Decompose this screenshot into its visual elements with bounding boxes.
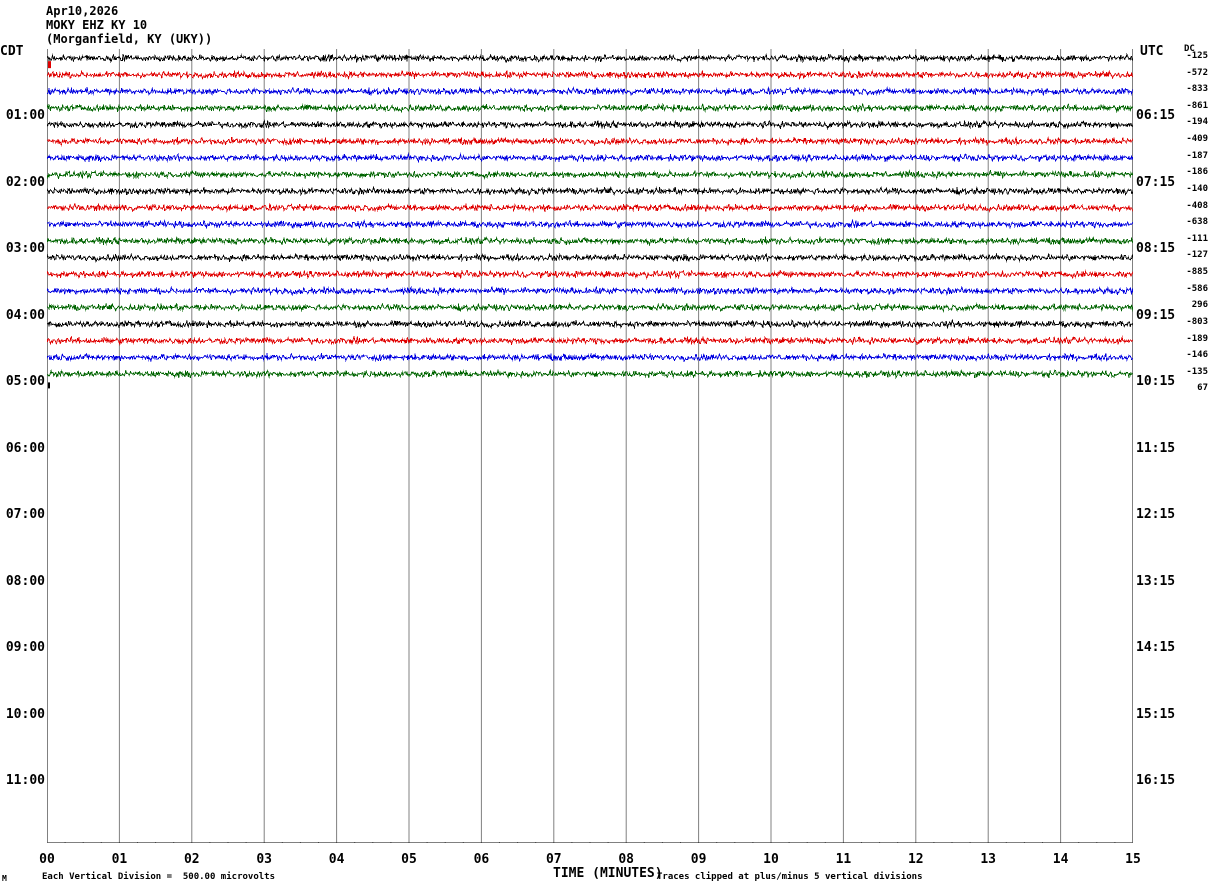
seismic-trace [47, 302, 1133, 313]
left-time-label: 10:00 [5, 706, 45, 722]
seismic-trace [47, 136, 1133, 147]
dc-value: -189 [1186, 333, 1208, 344]
x-tick-label: 06 [473, 852, 490, 867]
seismic-trace [47, 169, 1133, 180]
right-time-label: 11:15 [1136, 440, 1176, 456]
x-tick-label: 02 [183, 852, 200, 867]
dc-value: -586 [1186, 283, 1208, 294]
x-tick-label: 01 [111, 852, 128, 867]
left-time-label: 02:00 [5, 174, 45, 190]
seismic-trace [47, 352, 1133, 363]
left-time-label: 04:00 [5, 307, 45, 323]
helicorder-plot[interactable] [47, 49, 1133, 843]
right-time-label: 10:15 [1136, 374, 1176, 390]
x-tick-label: 05 [401, 852, 417, 867]
x-tick-label: 13 [980, 852, 997, 867]
dc-value: -885 [1186, 267, 1208, 278]
header-station: MOKY EHZ KY 10 [46, 18, 148, 32]
scale-note: Each Vertical Division = 500.00 microvol… [42, 872, 275, 882]
clip-note: Traces clipped at plus/minus 5 vertical … [657, 872, 923, 882]
seismogram-canvas [47, 49, 1133, 843]
right-time-label: 14:15 [1136, 640, 1176, 656]
dc-value: -187 [1186, 150, 1208, 161]
right-time-label: 07:15 [1136, 174, 1176, 190]
seismic-trace [47, 252, 1133, 263]
dc-value: -408 [1186, 200, 1208, 211]
start-marker [48, 61, 51, 69]
seismic-trace [47, 269, 1133, 280]
dc-value: -135 [1186, 366, 1208, 377]
header-date: Apr10,2026 [46, 4, 119, 18]
x-tick-label: 11 [835, 852, 852, 867]
dc-value: -127 [1186, 250, 1208, 261]
seismic-trace [47, 235, 1133, 247]
seismic-trace [47, 118, 1133, 130]
left-timezone-label: CDT [0, 44, 24, 59]
seismic-trace [47, 285, 1133, 297]
header-location: (Morganfield, KY (UKY)) [46, 32, 213, 46]
x-tick-label: 08 [618, 852, 635, 867]
dc-value: -111 [1186, 233, 1208, 244]
seismic-trace [47, 185, 1133, 197]
seismic-trace [47, 52, 1133, 64]
dc-value: 296 [1191, 300, 1208, 311]
right-time-label: 08:15 [1136, 241, 1176, 257]
corner-mark: M [2, 874, 7, 883]
seismic-trace [47, 335, 1133, 346]
x-tick-label: 14 [1052, 852, 1069, 867]
x-tick-label: 15 [1125, 852, 1141, 867]
seismic-trace [47, 85, 1133, 97]
x-tick-label: 09 [690, 852, 707, 867]
dc-value: -125 [1186, 51, 1208, 61]
seismic-trace [47, 368, 1133, 379]
x-tick-label: 04 [328, 852, 345, 867]
dc-value: -194 [1186, 117, 1208, 128]
dc-column-header: DC [1184, 44, 1195, 54]
dc-value: -638 [1186, 217, 1208, 228]
end-marker [48, 382, 50, 389]
right-time-label: 12:15 [1136, 507, 1176, 523]
dc-value: -140 [1186, 183, 1208, 194]
dc-value: -572 [1186, 67, 1208, 78]
left-time-label: 03:00 [5, 241, 45, 257]
right-time-label: 15:15 [1136, 706, 1176, 722]
dc-value: 67 [1197, 383, 1208, 394]
left-time-label: 05:00 [5, 374, 45, 390]
x-axis-title: TIME (MINUTES) [553, 866, 663, 881]
seismic-trace [47, 152, 1133, 163]
x-tick-label: 12 [907, 852, 924, 867]
x-tick-label: 10 [763, 852, 779, 867]
x-tick-label: 00 [39, 852, 55, 867]
dc-value: -861 [1186, 100, 1208, 111]
right-time-label: 06:15 [1136, 108, 1176, 124]
dc-value: -186 [1186, 167, 1208, 178]
left-time-label: 09:00 [5, 640, 45, 656]
x-tick-label: 07 [545, 852, 562, 867]
seismic-trace [47, 218, 1133, 230]
left-time-label: 08:00 [5, 573, 45, 589]
right-time-label: 13:15 [1136, 573, 1176, 589]
seismic-trace [47, 69, 1133, 81]
dc-value: -409 [1186, 134, 1208, 145]
seismic-trace [47, 202, 1133, 213]
seismic-trace [47, 318, 1133, 330]
left-time-label: 07:00 [5, 507, 45, 523]
right-timezone-label: UTC [1140, 44, 1164, 59]
dc-value: -803 [1186, 316, 1208, 327]
x-tick-label: 03 [256, 852, 273, 867]
left-time-label: 01:00 [5, 108, 45, 124]
left-time-label: 06:00 [5, 440, 45, 456]
left-time-label: 11:00 [5, 773, 45, 789]
seismic-trace [47, 102, 1133, 114]
dc-value: -146 [1186, 350, 1208, 361]
right-time-label: 16:15 [1136, 773, 1176, 789]
right-time-label: 09:15 [1136, 307, 1176, 323]
dc-value: -833 [1186, 84, 1208, 95]
